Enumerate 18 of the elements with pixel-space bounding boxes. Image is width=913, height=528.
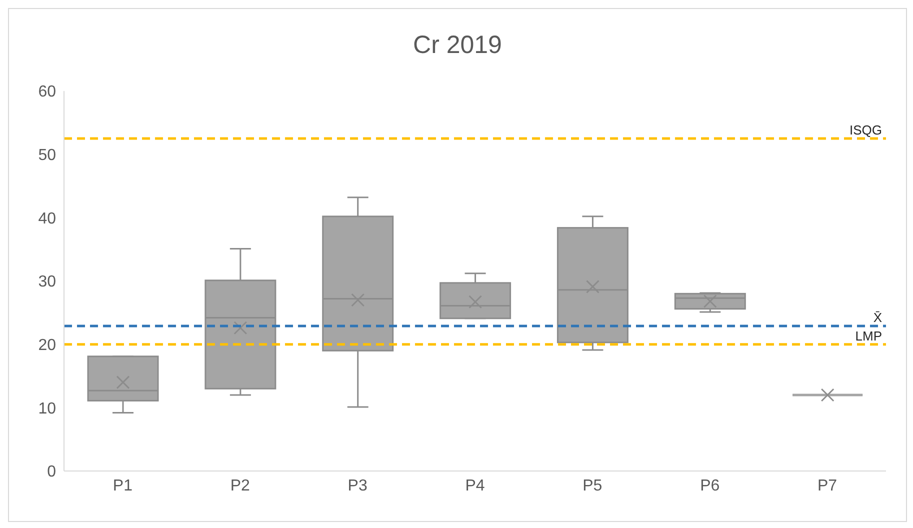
y-tick-label: 60	[38, 84, 56, 101]
x-tick-label: P1	[112, 477, 133, 494]
x-tick-label: P5	[582, 477, 602, 494]
ref-line-label: X̄	[873, 310, 882, 325]
y-tick-label: 0	[47, 464, 56, 481]
y-tick-label: 10	[38, 400, 56, 418]
ref-line-label: ISQG	[849, 122, 882, 138]
ref-line-label: LMP	[855, 328, 882, 344]
y-tick-label: 20	[38, 337, 56, 354]
y-tick-label: 50	[38, 147, 56, 164]
chart-title: Cr 2019	[412, 31, 503, 60]
x-tick-label: P6	[700, 477, 720, 494]
x-tick-label: P2	[230, 477, 250, 494]
x-tick-label: P7	[817, 477, 838, 494]
x-tick-label: P3	[348, 477, 368, 494]
y-tick-label: 40	[38, 210, 56, 228]
y-tick-label: 30	[38, 274, 56, 291]
x-tick-label: P4	[465, 477, 485, 494]
